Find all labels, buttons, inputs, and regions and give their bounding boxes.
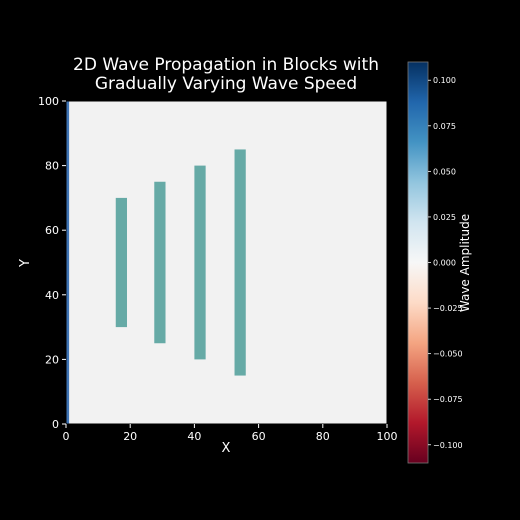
plot-frame (65, 100, 388, 425)
block-2 (154, 181, 166, 344)
colorbar-tick-label: 0.000 (433, 259, 456, 268)
colorbar-tick-label: 0.075 (433, 122, 456, 131)
chart-title-line-2: Gradually Varying Wave Speed (95, 74, 357, 94)
plot-area (66, 101, 387, 424)
y-tick-label: 40 (45, 289, 59, 302)
colorbar-tick-label: −0.025 (433, 304, 463, 313)
colorbar-tick-label: 0.025 (433, 213, 456, 222)
y-tick-label: 100 (38, 95, 59, 108)
wavefront-line (66, 101, 70, 424)
y-tick-label: 0 (52, 418, 59, 431)
colorbar-label: Wave Amplitude (458, 214, 472, 312)
y-axis-label: Y (18, 259, 33, 268)
x-tick-label: 0 (63, 430, 70, 443)
x-axis-label: X (222, 441, 231, 456)
y-axis: 0 20 40 60 80 100 (38, 95, 66, 431)
colorbar-tick-label: 0.100 (433, 76, 456, 85)
colorbar-tick-label: 0.050 (433, 167, 456, 176)
blocks-layer (115, 149, 246, 376)
colorbar-tick-label: −0.100 (433, 441, 463, 450)
y-tick-label: 20 (45, 353, 59, 366)
x-tick-label: 100 (377, 430, 398, 443)
x-tick-label: 60 (252, 430, 266, 443)
block-3 (194, 165, 206, 360)
block-1 (115, 197, 127, 328)
y-tick-label: 80 (45, 160, 59, 173)
x-axis: 0 20 40 60 80 100 (63, 424, 398, 443)
x-tick-label: 20 (123, 430, 137, 443)
colorbar-ticks: 0.100 0.075 0.050 0.025 0.000 −0.025 −0.050 −0.… (428, 76, 463, 450)
colorbar (407, 61, 429, 464)
y-tick-label: 60 (45, 224, 59, 237)
x-tick-label: 80 (316, 430, 330, 443)
block-4 (234, 149, 246, 376)
colorbar-tick-label: −0.075 (433, 395, 463, 404)
x-tick-label: 40 (187, 430, 201, 443)
colorbar-tick-label: −0.050 (433, 350, 463, 359)
chart-title-line-1: 2D Wave Propagation in Blocks with (73, 55, 379, 75)
